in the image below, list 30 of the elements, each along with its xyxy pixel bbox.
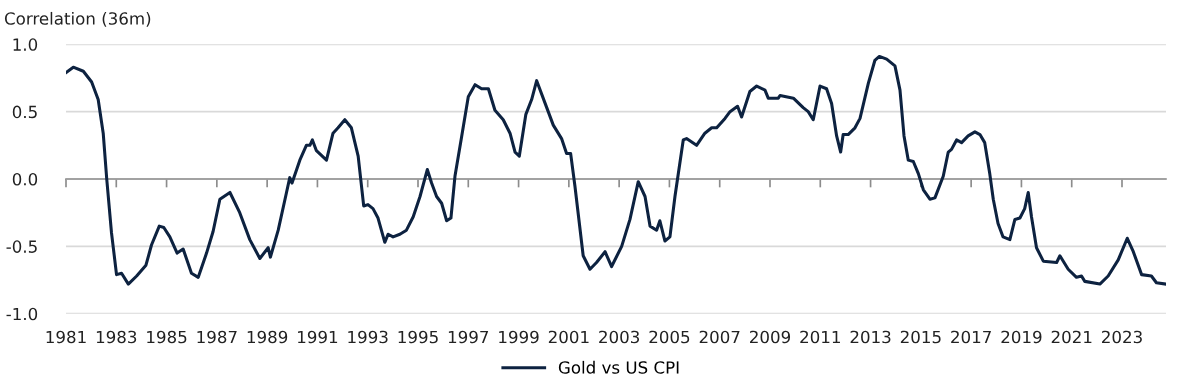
x-tick-label: 2013 (850, 330, 891, 344)
x-tick-label: 1985 (147, 330, 187, 344)
y-tick-label: 0.5 (12, 105, 37, 119)
x-tick-label: 2021 (1051, 330, 1092, 344)
legend-label: Gold vs US CPI (558, 360, 679, 374)
x-tick-label: 2015 (900, 330, 941, 344)
y-tick-label: 0.0 (12, 172, 38, 186)
x-tick-label: 2023 (1102, 330, 1142, 344)
x-tick-label: 2011 (800, 330, 840, 344)
x-tick-label: 1999 (499, 330, 539, 344)
x-tick-label: 1983 (96, 330, 137, 344)
x-tick-label: 2019 (1001, 330, 1042, 344)
x-tick-label: 2009 (750, 330, 791, 344)
y-tick-label: 1.0 (13, 38, 38, 51)
y-tick-label: -1.0 (6, 307, 38, 321)
x-tick-label: 1987 (197, 330, 237, 344)
x-tick-label: 1995 (398, 330, 438, 344)
x-tick-label: 1993 (348, 330, 388, 344)
line-series (66, 54, 1166, 286)
y-tick-label: -0.5 (6, 240, 37, 253)
y-axis-title: Correlation (36m) (4, 11, 151, 27)
x-tick-label: 1991 (298, 330, 338, 344)
x-tick-label: 2007 (699, 330, 740, 344)
x-tick-label: 1981 (46, 330, 86, 344)
x-tick-label: 1997 (448, 330, 489, 344)
x-tick-label: 2005 (649, 330, 690, 344)
x-tick-label: 1989 (247, 330, 288, 344)
x-tick-label: 2003 (599, 330, 640, 344)
x-tick-label: 2017 (951, 330, 991, 344)
x-tick-label: 2001 (548, 330, 589, 344)
